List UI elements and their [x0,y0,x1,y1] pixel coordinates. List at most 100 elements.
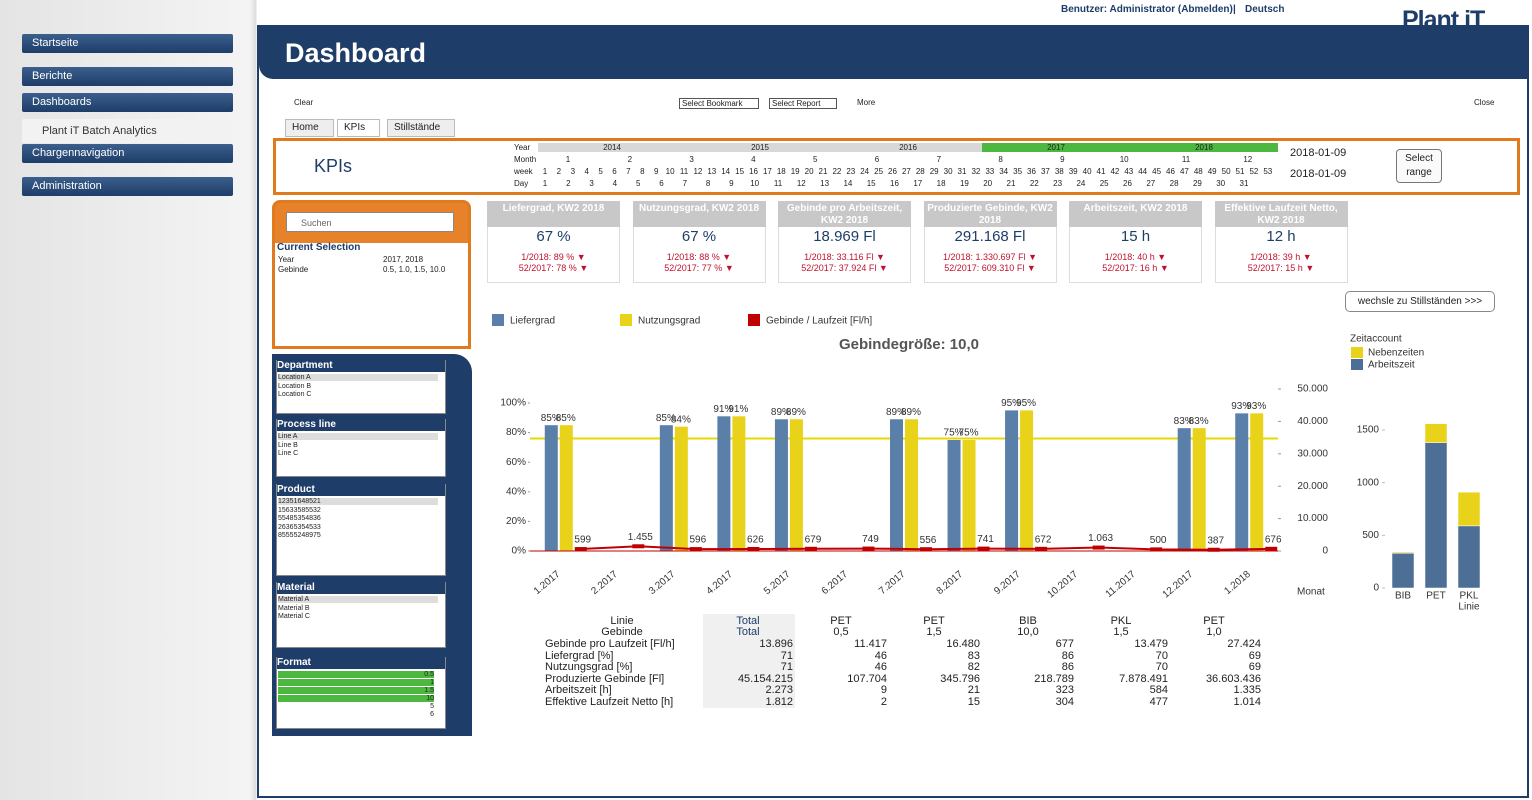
filter-item[interactable]: Line B [278,441,298,449]
search-box[interactable]: Suchen [286,212,454,232]
week-cell[interactable]: 1 [542,167,548,176]
week-cell[interactable]: 45 [1152,167,1162,176]
day-cell[interactable]: 11 [773,179,783,188]
filter-item[interactable]: 15633585532 [278,506,321,514]
week-cell[interactable]: 30 [943,167,953,176]
filter-item[interactable]: 6 [430,711,434,718]
day-cell[interactable]: 7 [682,179,688,188]
year-cell[interactable]: 2018 [1130,143,1278,152]
month-cell[interactable]: 1 [565,155,571,164]
week-cell[interactable]: 16 [749,167,758,176]
month-cell[interactable]: 12 [1243,155,1253,164]
day-cell[interactable]: 19 [959,179,969,188]
week-cell[interactable]: 46 [1166,167,1175,176]
week-cell[interactable]: 21 [818,167,828,176]
toolbar-close[interactable]: Close [1474,98,1495,107]
week-cell[interactable]: 8 [640,167,645,176]
filter-item[interactable]: 1.5 [278,687,434,694]
week-cell[interactable]: 43 [1124,167,1134,176]
nav-item[interactable]: Startseite [22,34,233,53]
week-cell[interactable]: 17 [762,167,772,176]
year-cell[interactable]: 2016 [834,143,982,152]
week-cell[interactable]: 7 [626,167,631,176]
week-cell[interactable]: 27 [901,167,911,176]
day-cell[interactable]: 13 [820,179,830,188]
month-cell[interactable]: 2 [627,155,633,164]
month-cell[interactable]: 9 [1060,155,1065,164]
filter-item[interactable]: 12351648521 [278,498,438,505]
day-cell[interactable]: 3 [589,179,594,188]
week-cell[interactable]: 52 [1249,167,1259,176]
week-cell[interactable]: 35 [1013,167,1023,176]
day-cell[interactable]: 21 [1006,179,1016,188]
week-cell[interactable]: 9 [653,167,659,176]
month-cell[interactable]: 5 [812,155,818,164]
nav-item[interactable]: Chargennavigation [22,144,233,163]
date-from[interactable]: 2018-01-09 [1290,147,1347,159]
select-range-button[interactable]: Select range [1396,149,1442,183]
day-cell[interactable]: 23 [1053,179,1063,188]
week-cell[interactable]: 2 [556,167,562,176]
language-link[interactable]: Deutsch [1245,4,1285,15]
week-cell[interactable]: 6 [612,167,617,176]
week-cell[interactable]: 28 [915,167,925,176]
week-cell[interactable]: 11 [679,167,689,176]
filter-item[interactable]: 55485354836 [278,515,321,522]
week-cell[interactable]: 53 [1263,167,1273,176]
filter-item[interactable]: 85555248975 [278,532,321,539]
filter-item[interactable]: Material C [278,613,310,620]
day-cell[interactable]: 1 [542,179,548,188]
month-cell[interactable]: 8 [998,155,1003,164]
week-cell[interactable]: 15 [735,167,745,176]
week-cell[interactable]: 34 [999,167,1009,176]
tab[interactable]: Home [285,119,334,137]
week-cell[interactable]: 47 [1179,167,1189,176]
month-cell[interactable]: 4 [751,155,756,164]
week-cell[interactable]: 14 [721,167,731,176]
day-cell[interactable]: 26 [1123,179,1132,188]
month-cell[interactable]: 11 [1181,155,1191,164]
week-cell[interactable]: 22 [832,167,842,176]
date-to[interactable]: 2018-01-09 [1290,168,1347,180]
filter-item[interactable]: 26365354533 [278,523,321,531]
day-cell[interactable]: 12 [796,179,806,188]
day-cell[interactable]: 27 [1146,179,1156,188]
month-cell[interactable]: 3 [689,155,694,164]
day-cell[interactable]: 18 [936,179,946,188]
week-cell[interactable]: 41 [1096,167,1106,176]
day-cell[interactable]: 8 [705,179,711,188]
day-cell[interactable]: 16 [890,179,899,188]
week-cell[interactable]: 5 [598,167,603,176]
week-cell[interactable]: 29 [929,167,939,176]
week-cell[interactable]: 12 [693,167,703,176]
nav-item[interactable]: Berichte [22,67,233,86]
day-cell[interactable]: 4 [612,179,618,188]
week-cell[interactable]: 10 [665,167,675,176]
tab[interactable]: KPIs [337,119,381,137]
filter-item[interactable]: Location C [278,391,312,398]
week-cell[interactable]: 38 [1054,167,1064,176]
day-cell[interactable]: 20 [983,179,993,188]
month-cell[interactable]: 6 [874,155,880,164]
switch-button[interactable]: wechsle zu Stillständen >>> [1345,291,1495,312]
week-cell[interactable]: 4 [584,167,589,176]
nav-item[interactable]: Plant iT Batch Analytics [22,119,233,143]
day-cell[interactable]: 15 [866,179,876,188]
toolbar-bookmark[interactable]: Select Bookmark [679,98,760,109]
nav-item[interactable]: Dashboards [22,93,233,112]
user-link[interactable]: Benutzer: Administrator (Abmelden) [1061,4,1233,15]
filter-item[interactable]: 0.5 [278,671,434,678]
day-cell[interactable]: 31 [1239,179,1249,188]
week-cell[interactable]: 39 [1068,167,1078,176]
week-cell[interactable]: 40 [1082,167,1092,176]
week-cell[interactable]: 44 [1138,167,1148,176]
year-cell[interactable]: 2015 [686,143,834,152]
year-cell[interactable]: 2017 [982,143,1130,152]
filter-item[interactable]: Line C [278,450,299,457]
day-cell[interactable]: 24 [1076,179,1086,188]
day-cell[interactable]: 28 [1169,179,1179,188]
day-cell[interactable]: 29 [1192,179,1202,188]
filter-item[interactable]: Material B [278,604,310,612]
filter-item[interactable]: Location A [278,374,438,381]
filter-item[interactable]: Location B [278,382,312,390]
